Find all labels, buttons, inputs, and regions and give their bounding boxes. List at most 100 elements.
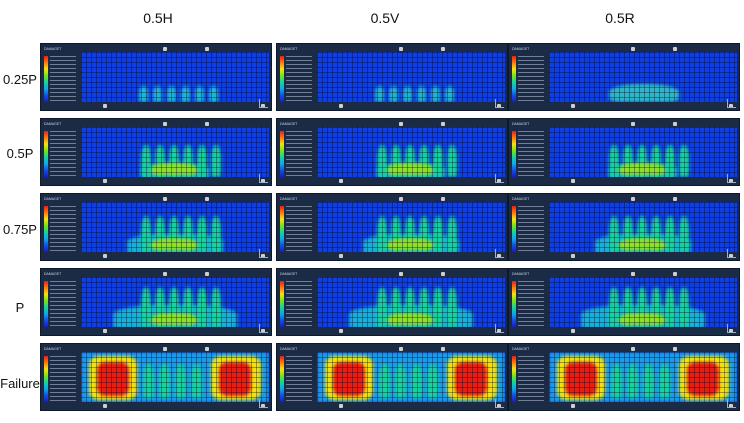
damage-zone (141, 145, 151, 177)
damage-zone (619, 163, 665, 175)
support-icon (261, 179, 265, 183)
axis-triad-icon (727, 399, 736, 408)
damage-zone (153, 86, 162, 102)
row-label-Failure: Failure (0, 376, 40, 391)
damage-zone (623, 145, 633, 177)
damage-zone (387, 238, 433, 250)
damage-zone (159, 364, 170, 398)
damage-zone (637, 287, 647, 327)
beam-mesh (549, 52, 737, 102)
legend-title: DAMAGET (512, 272, 530, 276)
damage-zone (405, 216, 415, 252)
contour-legend: DAMAGET (44, 122, 78, 180)
legend-title: DAMAGET (44, 47, 62, 51)
legend-values (518, 356, 544, 402)
load-point-icon (673, 122, 677, 126)
load-point-icon (399, 47, 403, 51)
support-icon (497, 179, 501, 183)
legend-title: DAMAGET (280, 47, 298, 51)
damage-zone (377, 287, 387, 327)
legend-color-bar (512, 131, 516, 177)
axis-triad-icon (259, 324, 268, 333)
damage-zone (433, 145, 443, 177)
damage-zone (619, 238, 665, 250)
damage-zone (405, 287, 415, 327)
beam-mesh (549, 202, 737, 252)
legend-color-bar (44, 131, 48, 177)
support-icon (261, 404, 265, 408)
load-point-icon (631, 122, 635, 126)
damage-zone (417, 86, 426, 102)
legend-values (286, 356, 312, 402)
damage-zone (403, 86, 412, 102)
legend-color-bar (280, 131, 284, 177)
legend-values (50, 281, 76, 327)
load-point-icon (673, 197, 677, 201)
damage-zone (181, 86, 190, 102)
axis-triad-icon (727, 324, 736, 333)
damage-zone (197, 145, 207, 177)
support-icon (729, 254, 733, 258)
mesh-grid (317, 127, 505, 177)
mesh-grid (81, 352, 269, 402)
legend-values (518, 206, 544, 252)
mesh-grid (81, 127, 269, 177)
contour-legend: DAMAGET (44, 197, 78, 255)
damage-zone (197, 216, 207, 252)
legend-values (50, 356, 76, 402)
load-point-icon (441, 347, 445, 351)
damage-zone (609, 287, 619, 327)
damage-panel-0.5H-0.75P: DAMAGET (40, 193, 272, 261)
support-icon (729, 404, 733, 408)
contour-legend: DAMAGET (44, 347, 78, 405)
support-icon (497, 329, 501, 333)
damage-zone (191, 364, 202, 398)
damage-zone (151, 313, 197, 325)
damage-zone (377, 145, 387, 177)
support-icon (571, 104, 575, 108)
axis-triad-icon (259, 399, 268, 408)
damage-panel-0.5R-0.5P: DAMAGET (508, 118, 740, 186)
damage-zone (411, 364, 422, 398)
damage-zone (427, 364, 438, 398)
damage-zone (183, 287, 193, 327)
beam-mesh (317, 352, 505, 402)
contour-legend: DAMAGET (280, 47, 314, 105)
axis-triad-icon (727, 99, 736, 108)
contour-legend: DAMAGET (44, 272, 78, 330)
contour-legend: DAMAGET (512, 272, 546, 330)
legend-color-bar (44, 356, 48, 402)
support-icon (261, 104, 265, 108)
beam-mesh (317, 202, 505, 252)
legend-title: DAMAGET (44, 197, 62, 201)
damage-zone (679, 145, 689, 177)
legend-color-bar (280, 56, 284, 102)
legend-values (286, 281, 312, 327)
load-point-icon (441, 272, 445, 276)
mesh-grid (549, 352, 737, 402)
load-point-icon (205, 272, 209, 276)
damage-zone (623, 216, 633, 252)
legend-color-bar (512, 206, 516, 252)
damage-panel-0.5H-Failure: DAMAGET (40, 343, 272, 411)
axis-triad-icon (259, 249, 268, 258)
legend-title: DAMAGET (280, 197, 298, 201)
legend-values (50, 206, 76, 252)
load-point-icon (631, 47, 635, 51)
load-point-icon (631, 347, 635, 351)
load-point-icon (441, 47, 445, 51)
axis-triad-icon (727, 174, 736, 183)
beam-mesh (81, 352, 269, 402)
damage-zone (391, 216, 401, 252)
damage-zone (659, 364, 670, 398)
damage-panel-0.5R-0.75P: DAMAGET (508, 193, 740, 261)
damage-zone (377, 216, 387, 252)
support-icon (339, 179, 343, 183)
load-point-icon (205, 347, 209, 351)
legend-title: DAMAGET (512, 122, 530, 126)
damage-zone (637, 216, 647, 252)
legend-title: DAMAGET (44, 347, 62, 351)
beam-mesh (549, 352, 737, 402)
damage-zone (169, 287, 179, 327)
damage-zone (679, 287, 689, 327)
